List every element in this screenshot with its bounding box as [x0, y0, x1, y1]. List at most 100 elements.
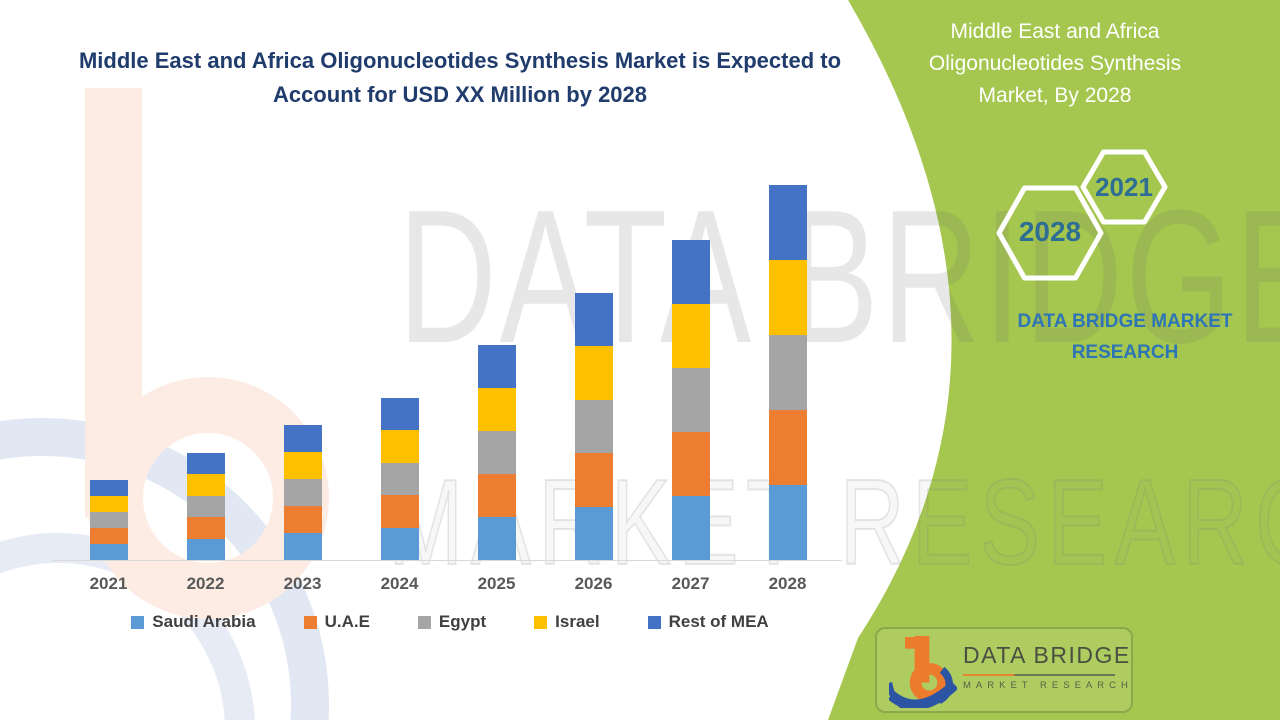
legend-label: Rest of MEA: [668, 612, 769, 631]
bar-segment-rest-of-mea: [768, 185, 807, 260]
logo-divider: [963, 674, 1115, 676]
x-axis-label-2023: 2023: [283, 574, 322, 593]
bar-segment-saudi-arabia: [283, 533, 322, 560]
bar-column-2026: 2026: [545, 180, 642, 593]
bar-segment-saudi-arabia: [671, 496, 710, 560]
bar-segment-rest-of-mea: [380, 397, 419, 430]
bar-segment-saudi-arabia: [768, 485, 807, 560]
x-axis-label-2026: 2026: [574, 574, 613, 593]
hexagon-2028-label: 2028: [1018, 216, 1082, 247]
legend-swatch: [534, 615, 548, 629]
stacked-bar-2022: [186, 452, 225, 560]
legend-label: Egypt: [438, 612, 487, 631]
plot-area: 2021 2022 2023 2024 2025 2026 2027 2028: [60, 180, 836, 593]
legend-item-egypt: Egypt: [417, 612, 487, 632]
bar-segment-israel: [186, 474, 225, 496]
bar-segment-saudi-arabia: [89, 544, 128, 560]
legend-swatch: [647, 615, 661, 629]
stacked-bar-2023: [283, 425, 322, 560]
bar-segment-israel: [380, 430, 419, 463]
bar-segment-u-a-e: [477, 474, 516, 517]
bar-segment-egypt: [380, 462, 419, 495]
bar-segment-rest-of-mea: [574, 292, 613, 346]
bar-segment-israel: [283, 452, 322, 479]
legend-label: U.A.E: [324, 612, 370, 631]
bar-column-2025: 2025: [448, 180, 545, 593]
bar-segment-saudi-arabia: [186, 538, 225, 560]
hexagon-2021-label: 2021: [1095, 172, 1153, 202]
hexagon-badges: [996, 149, 1168, 281]
legend-label: Saudi Arabia: [152, 612, 256, 631]
bar-segment-u-a-e: [768, 410, 807, 485]
bar-column-2028: 2028: [739, 180, 836, 593]
bar-segment-rest-of-mea: [477, 345, 516, 388]
legend-swatch: [303, 615, 317, 629]
bar-segment-rest-of-mea: [671, 240, 710, 304]
bar-segment-israel: [671, 304, 710, 368]
brand-text: DATA BRIDGE MARKET RESEARCH: [1017, 311, 1233, 363]
bar-segment-egypt: [283, 479, 322, 506]
bar-segment-israel: [574, 346, 613, 400]
bar-column-2021: 2021: [60, 180, 157, 593]
chart-legend: Saudi Arabia U.A.E Egypt Israel Rest of MEA: [60, 612, 840, 632]
page-title: Middle East and Africa Oligonucleotides …: [78, 48, 842, 107]
bar-segment-egypt: [671, 368, 710, 432]
x-axis-line: [52, 560, 842, 561]
bar-segment-saudi-arabia: [380, 527, 419, 560]
side-panel-title: Middle East and Africa Oligonucleotides …: [928, 20, 1182, 107]
bar-segment-egypt: [768, 335, 807, 410]
stacked-bar-2021: [89, 480, 128, 560]
bar-segment-egypt: [574, 399, 613, 453]
logo-name: DATA BRIDGE: [963, 642, 1131, 668]
bar-segment-israel: [477, 388, 516, 431]
dbmr-logo-icon: [889, 636, 957, 708]
bar-segment-u-a-e: [671, 432, 710, 496]
legend-item-u-a-e: U.A.E: [303, 612, 370, 632]
bar-segment-egypt: [477, 431, 516, 474]
bar-segment-u-a-e: [186, 517, 225, 539]
x-axis-label-2027: 2027: [671, 574, 710, 593]
x-axis-label-2024: 2024: [380, 574, 419, 593]
legend-swatch: [417, 615, 431, 629]
watermark-swoosh-outer: [0, 418, 329, 720]
watermark-swoosh-inner: [0, 533, 255, 720]
bar-segment-u-a-e: [380, 495, 419, 528]
logo-text-block: DATA BRIDGE MARKET RESEARCH: [963, 642, 1133, 691]
bar-segment-rest-of-mea: [89, 480, 128, 496]
legend-label: Israel: [555, 612, 600, 631]
bar-column-2022: 2022: [157, 180, 254, 593]
watermark-text-secondary: MARKET RESEARCH: [387, 453, 1280, 591]
legend-item-saudi-arabia: Saudi Arabia: [131, 612, 256, 632]
x-axis-label-2028: 2028: [768, 574, 807, 593]
x-axis-label-2025: 2025: [477, 574, 516, 593]
bar-segment-israel: [89, 496, 128, 512]
stacked-bar-2026: [574, 292, 613, 560]
bar-segment-egypt: [186, 495, 225, 517]
logo-tagline: MARKET RESEARCH: [963, 680, 1133, 691]
x-axis-label-2022: 2022: [186, 574, 225, 593]
hexagon-2021: [1080, 149, 1168, 225]
bar-segment-egypt: [89, 512, 128, 528]
bar-segment-u-a-e: [574, 453, 613, 507]
bar-segment-saudi-arabia: [574, 506, 613, 560]
watermark-text-primary: DATA BRIDGE: [398, 171, 1280, 383]
x-axis-label-2021: 2021: [89, 574, 128, 593]
legend-item-israel: Israel: [534, 612, 600, 632]
bar-segment-rest-of-mea: [186, 452, 225, 474]
bar-column-2024: 2024: [351, 180, 448, 593]
bar-column-2023: 2023: [254, 180, 351, 593]
stacked-bar-2027: [671, 240, 710, 560]
legend-item-rest-of-mea: Rest of MEA: [647, 612, 769, 632]
bar-segment-u-a-e: [89, 528, 128, 544]
legend-swatch: [131, 615, 145, 629]
bar-segment-u-a-e: [283, 506, 322, 533]
stacked-bar-2024: [380, 397, 419, 560]
stacked-bar-2025: [477, 345, 516, 560]
hexagon-2028: [996, 185, 1104, 281]
bar-segment-saudi-arabia: [477, 517, 516, 560]
logo-card: DATA BRIDGE MARKET RESEARCH: [875, 627, 1133, 713]
bar-segment-rest-of-mea: [283, 425, 322, 452]
bar-segment-israel: [768, 260, 807, 335]
